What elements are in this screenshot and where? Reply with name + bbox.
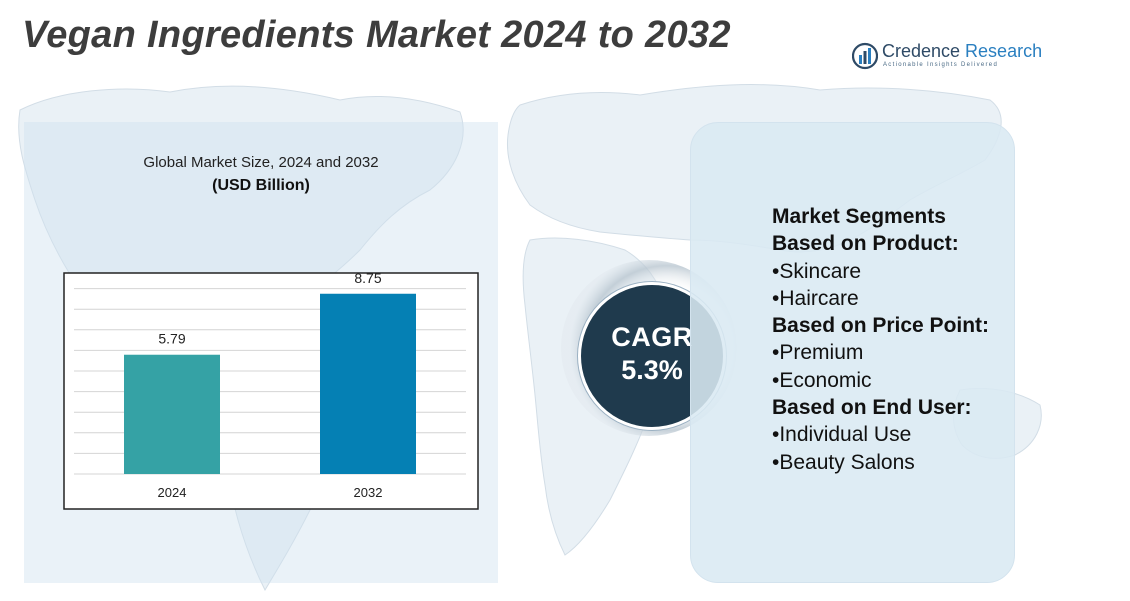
logo-icon (852, 42, 878, 70)
x-tick-label: 2032 (354, 485, 383, 500)
credence-research-logo: Credence Research Actionable Insights De… (852, 40, 1042, 74)
segment-group-title: Based on Product: (772, 232, 959, 256)
page-title: Vegan Ingredients Market 2024 to 2032 (22, 14, 731, 56)
segment-item: •Individual Use (772, 423, 912, 447)
segment-item: •Skincare (772, 259, 862, 283)
logo-tagline: Actionable Insights Delivered (883, 62, 999, 68)
cagr-label: CAGR (611, 322, 693, 352)
x-tick-label: 2024 (158, 485, 187, 500)
segment-item: •Beauty Salons (772, 450, 915, 474)
chart-unit-label: (USD Billion) (212, 177, 310, 194)
segment-group-title: Based on End User: (772, 396, 972, 420)
bar-2024 (124, 354, 220, 474)
bar-value-label: 5.79 (158, 331, 185, 347)
bar-value-label: 8.75 (354, 270, 381, 286)
market-segments-panel (690, 122, 1015, 583)
bar-2032 (320, 293, 416, 474)
segment-item: •Haircare (772, 286, 859, 310)
segments-heading: Market Segments (772, 205, 946, 228)
chart-bars: 5.79 2024 8.75 2032 (124, 270, 416, 500)
logo-name: Credence Research (882, 41, 1043, 61)
segment-group-title: Based on Price Point: (772, 314, 990, 338)
market-segments-list: Market Segments Based on Product: •Skinc… (772, 203, 989, 476)
chart-title: Global Market Size, 2024 and 2032 (143, 154, 379, 171)
cagr-value: 5.3% (621, 355, 683, 385)
segment-item: •Premium (772, 341, 864, 365)
segment-item: •Economic (772, 368, 872, 392)
